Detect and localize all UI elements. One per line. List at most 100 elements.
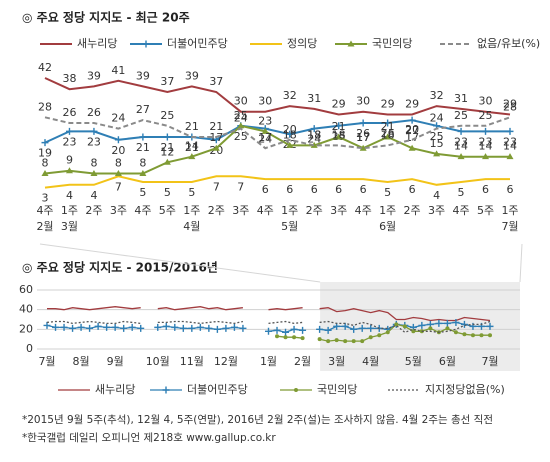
y-tick-label: 20 [19, 322, 33, 335]
data-label: 21 [209, 120, 223, 133]
data-label: 25 [234, 130, 248, 143]
data-label: 24 [234, 112, 248, 125]
x-month-label: 3월 [61, 220, 78, 233]
point-marker [428, 326, 433, 331]
data-label: 5 [384, 186, 391, 199]
point-marker [377, 333, 382, 338]
x-tick-label: 1주 [281, 204, 298, 217]
data-label: 27 [136, 103, 150, 116]
data-label: 26 [356, 127, 370, 140]
x-tick-label: 2주 [404, 204, 421, 217]
point-marker [114, 136, 122, 144]
data-label: 30 [479, 95, 493, 108]
legend-marker [142, 40, 150, 48]
point-marker [114, 170, 122, 177]
data-label: 23 [454, 135, 468, 148]
data-label: 28 [38, 100, 52, 113]
series-line [44, 77, 511, 116]
point-marker [402, 324, 407, 329]
x-month-label: 7월 [501, 220, 518, 233]
x-tick-label: 7월 [38, 355, 55, 368]
point-marker [60, 323, 68, 331]
x-tick-label: 3월 [328, 355, 345, 368]
data-label: 39 [87, 69, 101, 82]
x-tick-label: 2월 [294, 355, 311, 368]
point-marker [65, 127, 73, 135]
footnote: *한국갤럽 데일리 오피니언 제218호 www.gallup.co.kr [22, 431, 276, 444]
point-marker [137, 324, 145, 332]
data-label: 6 [262, 183, 269, 196]
point-marker [154, 323, 162, 331]
data-label: 14 [479, 140, 493, 153]
point-marker [408, 144, 416, 151]
data-label: 17 [356, 131, 370, 144]
data-label: 6 [507, 183, 514, 196]
point-marker [359, 144, 367, 151]
data-label: 20 [111, 144, 125, 157]
point-marker [90, 170, 98, 177]
point-marker [299, 326, 307, 334]
data-label: 21 [136, 141, 150, 154]
x-tick-label: 7월 [481, 355, 498, 368]
point-marker [326, 339, 331, 344]
point-marker [77, 323, 85, 331]
point-marker [69, 324, 77, 332]
point-marker [179, 324, 187, 332]
data-label: 28 [503, 100, 517, 113]
data-label: 5 [458, 186, 465, 199]
point-marker [128, 323, 136, 331]
x-tick-label: 5월 [405, 355, 422, 368]
data-label: 23 [503, 135, 517, 148]
x-tick-label: 5주 [159, 204, 176, 217]
data-label: 17 [258, 131, 272, 144]
x-tick-label: 1주 [501, 204, 518, 217]
data-label: 17 [356, 131, 370, 144]
point-marker [479, 333, 484, 338]
point-marker [367, 324, 375, 332]
data-label: 38 [62, 72, 76, 85]
point-marker [103, 323, 111, 331]
x-month-label: 4월 [183, 220, 200, 233]
data-label: 19 [38, 147, 52, 160]
data-label: 31 [454, 92, 468, 105]
data-label: 6 [360, 183, 367, 196]
legend-label: 새누리당 [77, 37, 117, 50]
data-label: 20 [405, 123, 419, 136]
point-marker [506, 127, 514, 135]
x-tick-label: 3주 [110, 204, 127, 217]
point-marker [52, 323, 60, 331]
point-marker [90, 127, 98, 135]
data-label: 15 [430, 137, 444, 150]
data-label: 8 [115, 157, 122, 170]
x-tick-label: 4주 [355, 204, 372, 217]
x-tick-label: 9월 [107, 355, 124, 368]
data-label: 21 [185, 141, 199, 154]
x-tick-label: 4주 [134, 204, 151, 217]
point-marker [212, 144, 220, 151]
data-label: 30 [258, 95, 272, 108]
y-tick-label: 40 [19, 303, 33, 316]
data-label: 24 [258, 133, 272, 146]
point-marker [358, 324, 366, 332]
series-line [44, 119, 510, 144]
point-marker [275, 334, 280, 339]
x-tick-label: 3주 [428, 204, 445, 217]
data-label: 20 [283, 123, 297, 136]
data-label: 23 [87, 135, 101, 148]
data-label: 3 [42, 192, 49, 205]
point-marker [188, 153, 196, 160]
data-label: 25 [234, 109, 248, 122]
point-marker [488, 333, 492, 338]
point-marker [300, 336, 305, 341]
x-month-label: 5월 [281, 220, 298, 233]
data-label: 6 [482, 183, 489, 196]
x-month-label: 6월 [379, 220, 396, 233]
point-marker [222, 324, 230, 332]
data-label: 23 [258, 114, 272, 127]
point-marker [310, 125, 318, 133]
data-label: 8 [139, 157, 146, 170]
x-tick-label: 12월 [214, 355, 238, 368]
point-marker [384, 119, 392, 127]
